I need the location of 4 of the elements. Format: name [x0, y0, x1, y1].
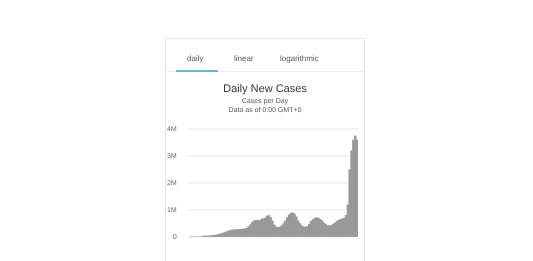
text: linear [234, 54, 254, 63]
chart-title: Daily New Cases [222, 83, 308, 95]
text: daily [187, 54, 204, 63]
text: logarithmic [280, 54, 319, 63]
